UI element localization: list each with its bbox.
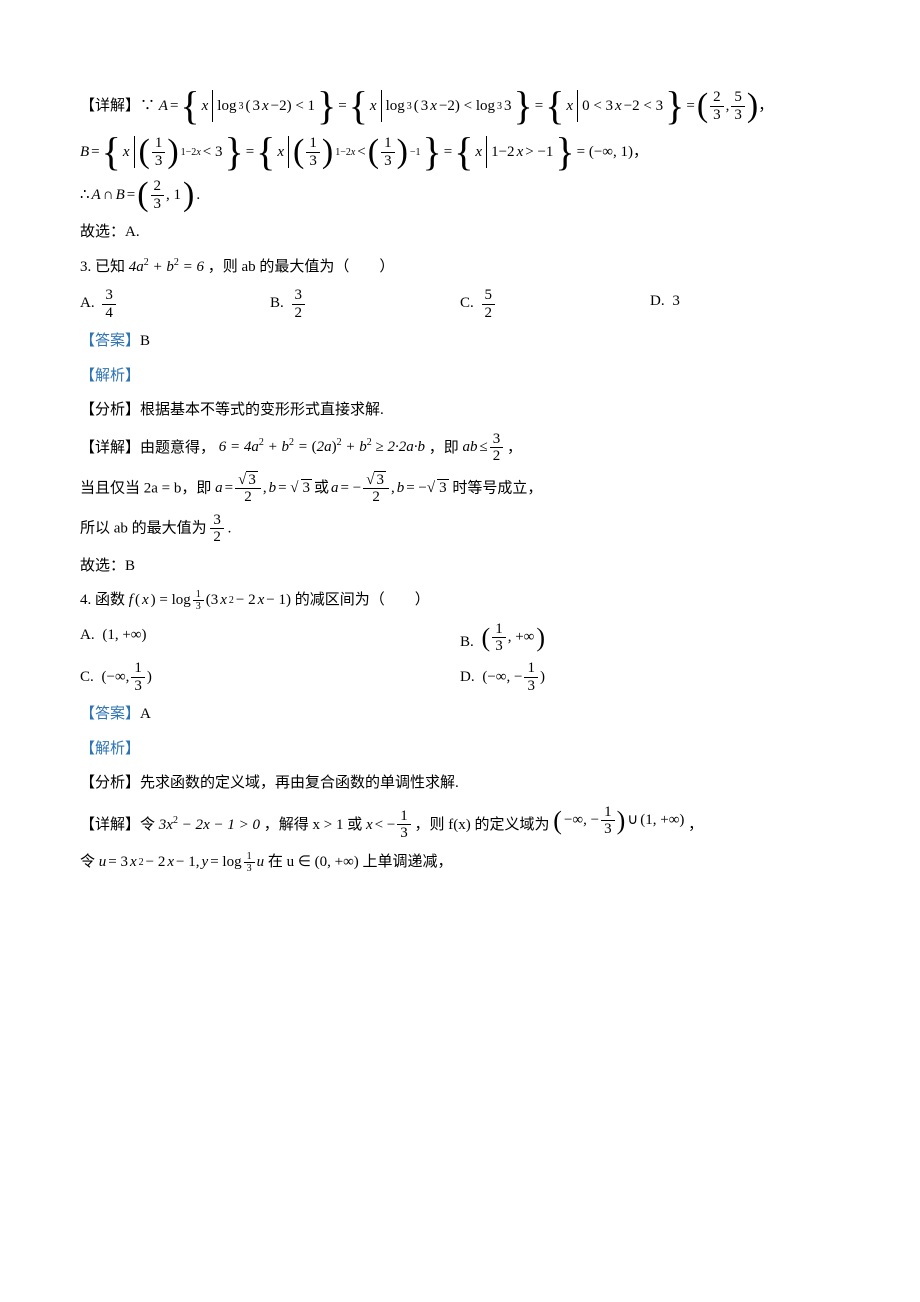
q4-opt-a: A. (1, +∞)	[80, 621, 460, 657]
p1-eq2: B = {x (13)1−2x < 3 } = {x (13)1−2x < (1…	[80, 132, 633, 172]
q3-ans-label: 【答案】	[80, 333, 140, 349]
p1-lead: 【详解】∵	[80, 98, 159, 114]
q4-fenxi: 【分析】先求函数的定义域，再由复合函数的单调性求解.	[80, 769, 840, 798]
q3-xj-mid: ，即	[429, 439, 463, 455]
q4-ans-label: 【答案】	[80, 706, 140, 722]
p1-eq3: ∴ A∩B = (23, 1).	[80, 178, 200, 212]
q3-opt-b: B. 32	[270, 287, 460, 321]
q3-detail-1: 【详解】由题意得， 6 = 4a2 + b2 = (2a)2 + b2 ≥ 2·…	[80, 431, 840, 465]
q3-xj-math1: 6 = 4a2 + b2 = (2a)2 + b2 ≥ 2·2a·b	[219, 439, 425, 455]
q3-stem-math: 4a2 + b2 = 6	[129, 259, 204, 275]
q3-conclude: 故选：B	[80, 552, 840, 581]
q4-xj-mid1: ，解得 x > 1 或	[264, 817, 366, 833]
q3-stem-pre: 3. 已知	[80, 259, 125, 275]
q3-ans-val: B	[140, 333, 150, 349]
q4-answer: 【答案】A	[80, 700, 840, 729]
q4-l2-m1: u = 3x2 − 2x − 1, y = log13 u	[99, 848, 264, 877]
q3-xj-math2: ab ≤ 32	[463, 431, 504, 465]
q4-xj-mid2: ，则 f(x) 的定义域为	[415, 817, 550, 833]
q4-detail-2: 令 u = 3x2 − 2x − 1, y = log13 u 在 u ∈ (0…	[80, 848, 840, 877]
q3-so: 所以 ab 的最大值为 32 .	[80, 512, 840, 546]
q3-eq2-math: a = √32, b = √3 或 a = −√32, b = −√3	[215, 471, 448, 506]
q3-stem: 3. 已知 4a2 + b2 = 6 ，则 ab 的最大值为（ ）	[80, 253, 840, 282]
q4-stem-post: 的减区间为（ ）	[295, 592, 430, 608]
q4-stem-pre: 4. 函数	[80, 592, 129, 608]
q3-options: A. 34 B. 32 C. 52 D. 3	[80, 287, 840, 321]
q4-xj-m2: x < −13	[366, 808, 411, 842]
p1-conclude: 故选：A.	[80, 218, 840, 247]
q3-so-frac: 32	[210, 512, 224, 546]
p1-eq1: A = {x log3(3x−2) < 1 } = {x log3(3x−2) …	[159, 86, 758, 126]
q3-so-pre: 所以 ab 的最大值为	[80, 520, 207, 536]
q4-xj-lead: 【详解】令	[80, 817, 159, 833]
q3-stem-post: ，则 ab 的最大值为（ ）	[208, 259, 395, 275]
q4-detail-1: 【详解】令 3x2 − 2x − 1 > 0 ，解得 x > 1 或 x < −…	[80, 804, 840, 842]
q4-options-row2: C. (−∞, 13) D. (−∞, −13)	[80, 660, 840, 694]
q3-so-post: .	[228, 520, 232, 536]
q4-stem-math: f(x) = log13(3x2 − 2x − 1)	[129, 586, 291, 615]
q4-options-row1: A. (1, +∞) B. (13, +∞)	[80, 621, 840, 657]
q3-xj-tail: ，	[507, 439, 522, 455]
q3-opt-a: A. 34	[80, 287, 270, 321]
q3-answer: 【答案】B	[80, 327, 840, 356]
q3-fenxi: 【分析】根据基本不等式的变形形式直接求解.	[80, 396, 840, 425]
q4-xj-m1: 3x2 − 2x − 1 > 0	[159, 817, 260, 833]
q4-opt-b: B. (13, +∞)	[460, 621, 840, 657]
p1-detail-line2: B = {x (13)1−2x < 3 } = {x (13)1−2x < (1…	[80, 132, 840, 172]
q4-jiexi: 【解析】	[80, 735, 840, 764]
q4-l2-mid: 在 u ∈ (0, +∞) 上单调递减，	[268, 854, 453, 870]
q3-eq2-post: 时等号成立，	[452, 480, 542, 496]
q4-stem: 4. 函数 f(x) = log13(3x2 − 2x − 1) 的减区间为（ …	[80, 586, 840, 615]
q4-xj-m3: (−∞, −13) ∪ (1, +∞)	[553, 804, 684, 838]
q3-opt-d: D. 3	[650, 287, 840, 321]
p1-detail-line1: 【详解】∵ A = {x log3(3x−2) < 1 } = {x log3(…	[80, 86, 840, 126]
q4-l2-pre: 令	[80, 854, 99, 870]
q3-xj-lead: 【详解】由题意得，	[80, 439, 215, 455]
q3-jiexi: 【解析】	[80, 362, 840, 391]
q4-xj-tail: ，	[688, 817, 703, 833]
q4-opt-d: D. (−∞, −13)	[460, 660, 840, 694]
q3-eq2-pre: 当且仅当 2a = b，即	[80, 480, 215, 496]
q3-detail-2: 当且仅当 2a = b，即 a = √32, b = √3 或 a = −√32…	[80, 471, 840, 506]
q4-opt-c: C. (−∞, 13)	[80, 660, 460, 694]
p1-detail-line3: ∴ A∩B = (23, 1).	[80, 178, 840, 212]
q3-opt-c: C. 52	[460, 287, 650, 321]
q4-ans-val: A	[140, 706, 151, 722]
